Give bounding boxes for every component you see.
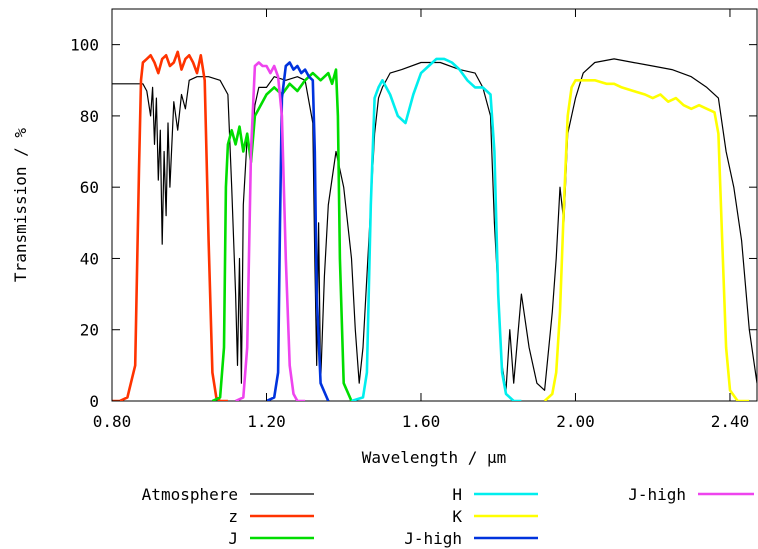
plot-frame bbox=[111, 8, 758, 402]
x-tick-label: 0.80 bbox=[93, 412, 132, 431]
x-axis-label: Wavelength / µm bbox=[362, 448, 507, 467]
y-tick-label: 80 bbox=[80, 107, 99, 126]
series-line-h-3 bbox=[351, 57, 522, 401]
legend-label: J-high bbox=[404, 529, 462, 548]
y-axis-label: Transmission / % bbox=[11, 128, 30, 282]
series-line-k-4 bbox=[543, 79, 750, 401]
x-axis: 0.80 1.20 1.60 2.00 2.40 bbox=[93, 9, 749, 431]
y-tick-label: 100 bbox=[70, 36, 99, 55]
legend-entry: K bbox=[452, 507, 538, 526]
series-line-z-1 bbox=[112, 50, 228, 401]
series-line-j-2 bbox=[211, 68, 353, 401]
legend-entry: J-high bbox=[404, 529, 538, 548]
x-tick-label: 1.60 bbox=[402, 412, 441, 431]
legend-entry: J bbox=[228, 529, 314, 548]
x-tick-label: 2.00 bbox=[556, 412, 595, 431]
y-tick-label: 60 bbox=[80, 178, 99, 197]
series-line-j-high-6 bbox=[235, 61, 306, 401]
series-layer bbox=[112, 50, 757, 401]
legend: Atmosphere zJ HK J-high J-high bbox=[142, 485, 754, 548]
legend-label: Atmosphere bbox=[142, 485, 238, 504]
legend-label: J-high bbox=[628, 485, 686, 504]
legend-label: z bbox=[228, 507, 238, 526]
legend-entry: J-high bbox=[628, 485, 754, 504]
y-tick-label: 0 bbox=[89, 392, 99, 411]
y-tick-label: 20 bbox=[80, 321, 99, 340]
x-tick-label: 2.40 bbox=[711, 412, 750, 431]
y-tick-label: 40 bbox=[80, 249, 99, 268]
legend-label: H bbox=[452, 485, 462, 504]
legend-entry: Atmosphere bbox=[142, 485, 314, 504]
series-line-j-high-5 bbox=[265, 61, 330, 401]
x-tick-label: 1.20 bbox=[247, 412, 286, 431]
legend-entry: H bbox=[452, 485, 538, 504]
y-axis: 0 20 40 60 80 100 bbox=[70, 36, 757, 411]
legend-entry: z bbox=[228, 507, 314, 526]
legend-label: J bbox=[228, 529, 238, 548]
legend-label: K bbox=[452, 507, 462, 526]
